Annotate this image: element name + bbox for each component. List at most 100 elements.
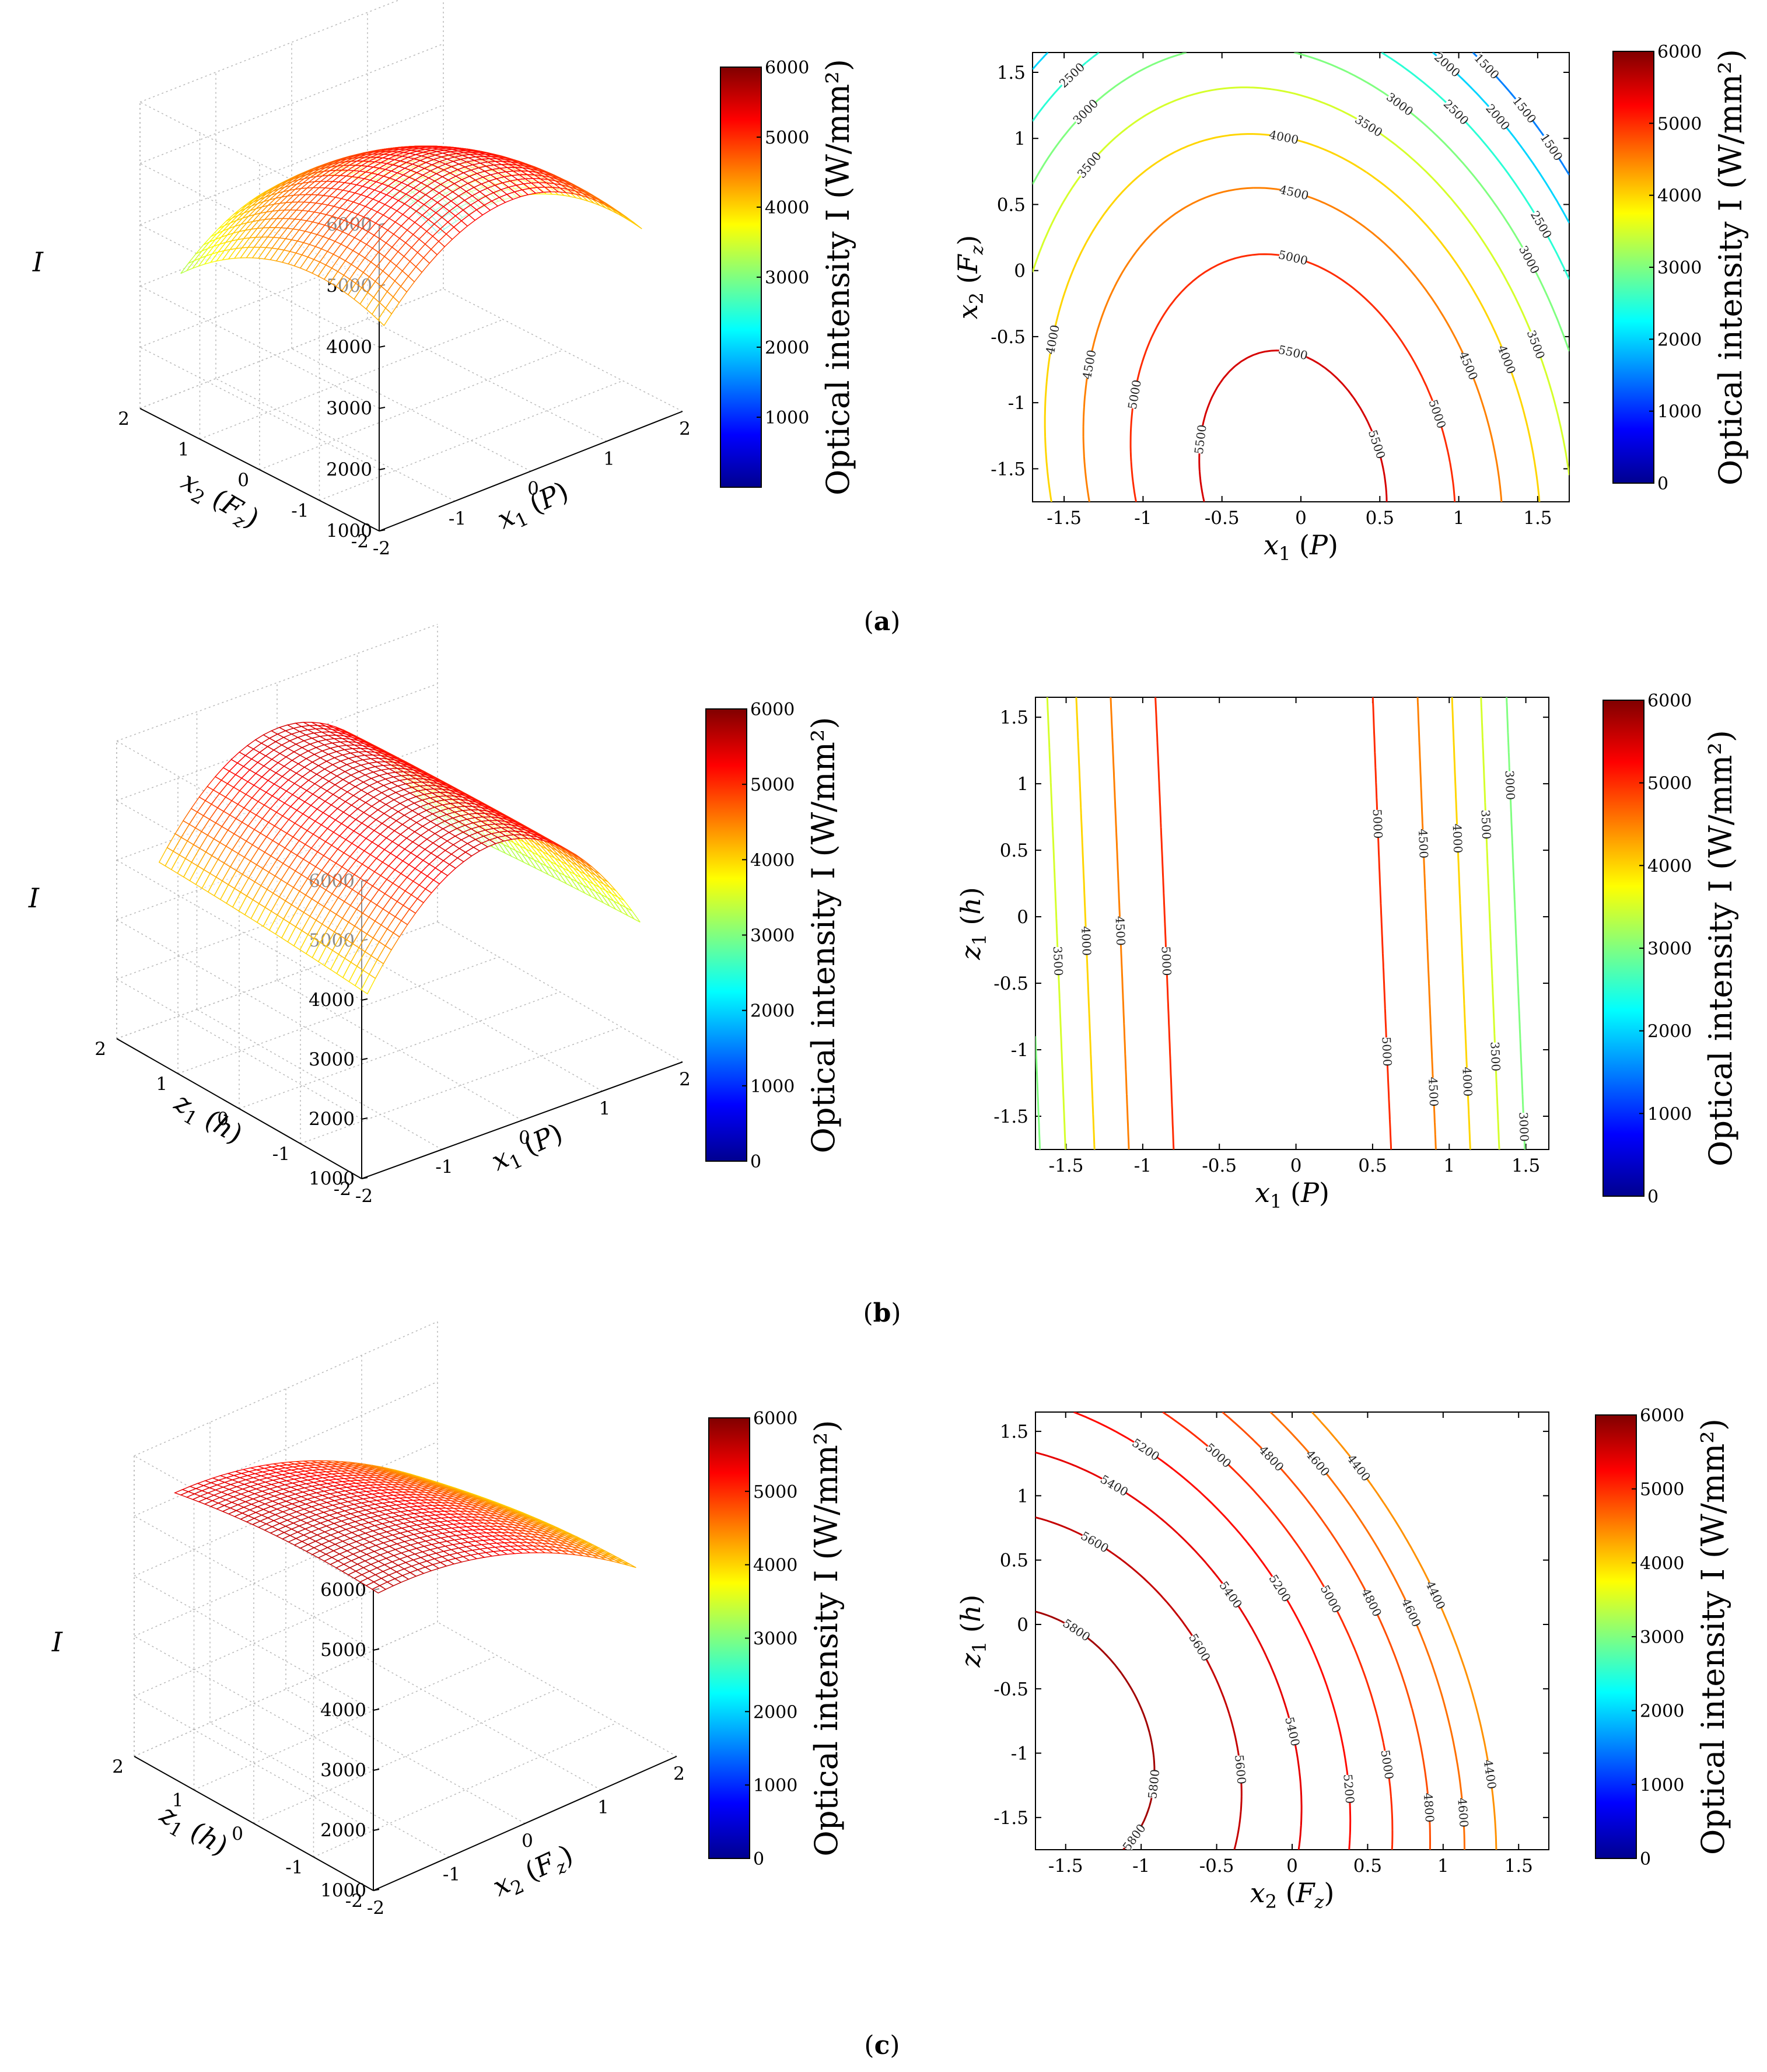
z-tick <box>361 998 368 1001</box>
z-tick-label: 4000 <box>326 337 372 358</box>
axis-label-part: ) <box>955 887 986 897</box>
caption-close: ) <box>890 2031 900 2060</box>
colorbar-title: Optical intensity I (W/mm²) <box>820 59 856 495</box>
z-tick-label: 2000 <box>320 1820 366 1841</box>
axis-edge <box>373 1756 677 1891</box>
colorbar-title: Optical intensity I (W/mm²) <box>805 717 842 1154</box>
caption-open: ( <box>863 1298 873 1328</box>
contour-label-bg <box>1371 809 1384 838</box>
x-tick-label: -1.5 <box>1047 508 1082 529</box>
axis-label-part: x <box>1255 1177 1270 1208</box>
axis-label-part: ( <box>952 273 984 292</box>
axis-label-part: ( <box>955 915 986 934</box>
y-tick-label: 0 <box>1017 1615 1028 1636</box>
wall-grid-line <box>116 919 362 1060</box>
x-tick-label: 0.5 <box>1366 508 1394 529</box>
surface-cell <box>625 907 641 923</box>
colorbar-tick-label: 0 <box>1640 1849 1651 1870</box>
colorbar-tick-label: 5000 <box>765 128 809 148</box>
z-tick <box>379 529 386 532</box>
colorbar-tick-label: 1000 <box>1657 402 1702 422</box>
contour-line <box>1075 697 1471 1149</box>
a-contour-colorbar: 0 1000 2000 3000 4000 5000 6000 Optical intensi… <box>1612 42 1749 494</box>
wall-grid-line <box>116 624 438 742</box>
contour-label-bg <box>1353 113 1384 139</box>
colorbar-gradient <box>1595 1414 1637 1859</box>
y-tick-label: 0 <box>217 1109 229 1130</box>
axis-label-part: P <box>1309 529 1328 561</box>
floor-grid-line <box>300 1026 622 1144</box>
wall-grid-line <box>139 0 400 103</box>
floor-grid-line <box>277 980 523 1121</box>
axis-label-part: 1 <box>968 1641 991 1653</box>
axis-label-part: ( <box>1282 1177 1301 1208</box>
y-tick-label: -2 <box>345 1891 363 1912</box>
z-tick <box>373 1769 380 1771</box>
x-tick-label: -1 <box>1134 1155 1152 1176</box>
y-tick-label: 0 <box>1017 907 1028 928</box>
contour-label-bg <box>1269 128 1299 146</box>
wall-grid-line <box>134 1321 438 1456</box>
colorbar-gradient <box>1602 700 1644 1197</box>
z-tick <box>379 345 386 348</box>
floor-grid-line <box>367 318 607 442</box>
x-axis-label: x2 (Fz) <box>1250 1877 1335 1913</box>
colorbar-tick-label: 5000 <box>1657 114 1702 134</box>
colorbar-tick-label: 0 <box>753 1849 764 1870</box>
axis-label-part: 2 <box>965 292 988 304</box>
floor-grid-line <box>200 319 503 440</box>
y-tick-label: 1 <box>1017 774 1028 795</box>
contour-label-bg <box>1427 399 1448 429</box>
y-tick-label: 1 <box>178 439 190 460</box>
colorbar-tick-label: 4000 <box>765 198 809 218</box>
contour-label-bg <box>1529 209 1553 240</box>
x-tick-label: -1.5 <box>1048 1856 1083 1877</box>
contour-label-bg <box>1472 53 1501 81</box>
z-tick-label: 3000 <box>309 1049 355 1070</box>
x-tick-label: 0 <box>1295 508 1307 529</box>
axis-label-part: h <box>955 897 986 915</box>
y-tick-label: 0 <box>232 1823 243 1844</box>
y-tick-label: 1 <box>156 1074 167 1095</box>
y-axis-label: z1 (h) <box>167 1086 248 1154</box>
figure-caption: (b) <box>863 1298 901 1328</box>
contour-label-bg <box>1279 183 1309 202</box>
x-tick-label: -0.5 <box>1205 508 1240 529</box>
z-tick-label: 4000 <box>320 1700 366 1721</box>
floor-grid-line <box>313 1722 617 1858</box>
z-tick <box>373 1648 380 1651</box>
y-tick-label: 0 <box>237 470 249 491</box>
colorbar-tick-label: 4000 <box>1640 1553 1684 1574</box>
y-tick-label: -1 <box>291 501 309 522</box>
y-tick-label: 1 <box>1017 1486 1028 1507</box>
floor-grid-line <box>239 991 561 1109</box>
z-axis-label: I <box>32 246 44 278</box>
axis-label-part: F <box>952 253 984 274</box>
caption-close: ) <box>890 607 900 637</box>
z-axis-label: I <box>28 882 40 914</box>
x-tick-label: 0.5 <box>1358 1155 1387 1176</box>
axis-label-part: 1 <box>1270 1190 1282 1213</box>
floor-grid-line <box>319 380 623 501</box>
wall-grid-line <box>116 743 438 861</box>
a-surface-chart: 1000 2000 3000 4000 5000 6000 -2 -1 0 1 2 -2 -1 0 1 2 Ix… <box>32 0 856 559</box>
colorbar-tick-label: 3000 <box>765 268 809 288</box>
contour-label-bg <box>1160 946 1173 976</box>
contour-label-bg <box>1461 1067 1474 1096</box>
x-tick-label: 1.5 <box>1504 1856 1533 1877</box>
x-tick-label: 0 <box>527 478 539 499</box>
y-tick-label: -1 <box>1008 393 1026 414</box>
colorbar-tick-label: 5000 <box>1647 774 1692 794</box>
colorbar-tick-label: 0 <box>1647 1187 1658 1207</box>
y-tick-label: 1 <box>172 1790 184 1811</box>
wall-grid-line <box>134 1381 438 1517</box>
y-tick-label: 2 <box>95 1039 106 1060</box>
colorbar-tick-label: 0 <box>750 1152 761 1172</box>
contour-label-bg <box>1538 132 1565 162</box>
z-tick <box>361 1177 368 1179</box>
x-tick-label: 0 <box>522 1830 533 1851</box>
axis-label-part: ) <box>1328 529 1338 561</box>
contour-label: 5800 <box>1145 1769 1162 1800</box>
z-tick-label: 6000 <box>320 1580 366 1601</box>
